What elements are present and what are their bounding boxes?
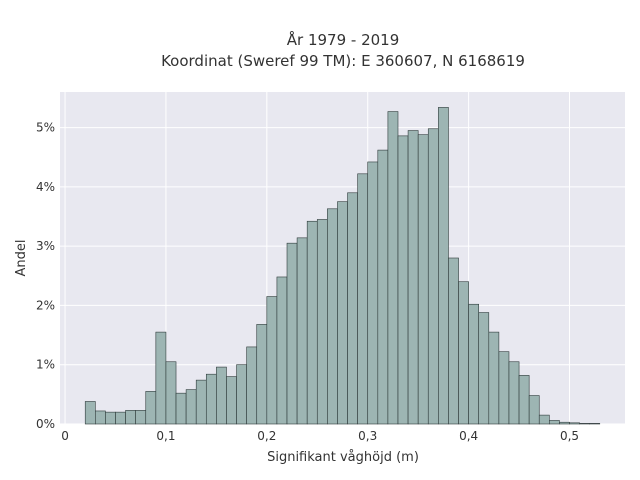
y-tick-label: 4%: [36, 180, 55, 194]
histogram-bar: [549, 420, 560, 425]
x-tick-label: 0,3: [358, 429, 377, 443]
histogram-bar: [387, 111, 399, 425]
histogram-bar: [347, 192, 358, 425]
histogram-bar: [236, 364, 247, 425]
histogram-bar: [135, 410, 147, 425]
histogram-bar: [226, 376, 237, 425]
histogram-bar: [589, 423, 601, 425]
histogram-bar: [438, 107, 449, 425]
x-axis-label: Signifikant våghöjd (m): [267, 450, 419, 465]
y-tick-label: 3%: [36, 239, 55, 253]
histogram-bar: [498, 351, 510, 425]
histogram-bar: [528, 395, 540, 425]
histogram-bar: [256, 324, 268, 425]
histogram-bar: [84, 401, 96, 425]
chart-title-line-1: År 1979 - 2019: [287, 30, 400, 49]
histogram-bar: [367, 161, 379, 425]
histogram-bar: [508, 361, 520, 425]
y-tick-label: 5%: [36, 121, 55, 135]
histogram-bar: [286, 242, 298, 425]
histogram-bar: [559, 421, 570, 425]
histogram-bar: [357, 173, 369, 425]
histogram-bar: [266, 296, 278, 425]
histogram-bar: [95, 410, 106, 425]
y-axis-label: Andel: [14, 240, 29, 277]
histogram-bar: [448, 257, 459, 425]
y-tick-label: 1%: [36, 358, 55, 372]
x-axis-ticks: 0 0,1 0,2 0,3 0,4 0,5: [61, 429, 579, 443]
histogram-bar: [185, 389, 197, 425]
histogram-bar: [468, 303, 480, 425]
histogram-bar: [518, 375, 530, 425]
histogram-bar: [155, 331, 167, 425]
x-tick-label: 0,2: [257, 429, 276, 443]
histogram-bar: [397, 135, 409, 425]
histogram-bar: [417, 134, 429, 425]
histogram-bar: [125, 410, 136, 425]
chart-title-line-2: Koordinat (Sweref 99 TM): E 360607, N 61…: [161, 52, 525, 70]
y-axis-ticks: 0% 1% 2% 3% 4% 5%: [36, 121, 55, 431]
histogram-bars: [84, 107, 601, 425]
histogram-bar: [327, 208, 338, 425]
histogram-bar: [458, 281, 469, 425]
histogram-bar: [205, 373, 217, 425]
histogram-bar: [427, 128, 439, 425]
y-tick-label: 2%: [36, 298, 55, 312]
histogram-bar: [538, 414, 550, 425]
histogram-bar: [316, 219, 328, 425]
histogram-bar: [569, 422, 580, 425]
x-tick-label: 0,5: [560, 429, 579, 443]
histogram-bar: [105, 411, 116, 425]
histogram-bar: [478, 312, 490, 425]
x-tick-label: 0,1: [156, 429, 175, 443]
histogram-bar: [407, 130, 419, 425]
histogram-bar: [276, 276, 288, 425]
histogram-bar: [115, 411, 126, 425]
histogram-bar: [175, 392, 187, 425]
y-tick-label: 0%: [36, 417, 55, 431]
x-tick-label: 0: [61, 429, 69, 443]
histogram-bar: [488, 331, 500, 425]
histogram-bar: [165, 361, 177, 425]
histogram-bar: [246, 346, 258, 425]
histogram-bar: [337, 201, 348, 425]
histogram-bar: [377, 149, 389, 425]
histogram-bar: [296, 237, 308, 425]
histogram-bar: [145, 391, 157, 425]
histogram-bar: [195, 379, 207, 425]
histogram-bar: [306, 220, 318, 425]
x-tick-label: 0,4: [459, 429, 478, 443]
histogram-bar: [216, 366, 227, 425]
histogram-bar: [579, 423, 590, 425]
